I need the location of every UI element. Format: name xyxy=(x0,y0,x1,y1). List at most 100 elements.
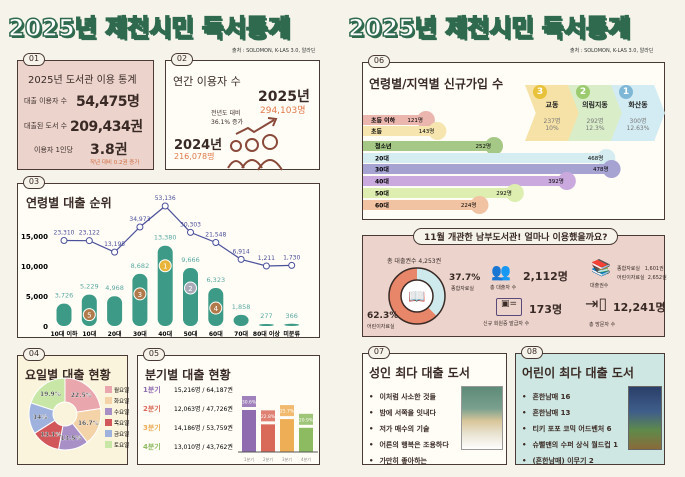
legend-label: 토요일 xyxy=(114,441,129,449)
section-badge: 03 xyxy=(23,176,45,189)
age-loans-panel: 03 연령별 대출 순위 15,000 10,000 5,000 0 3,726 10대 … xyxy=(17,176,320,338)
x-tick-label: 미분류 xyxy=(283,330,300,338)
bar-value-label: 468명 xyxy=(588,155,604,162)
donut-center xyxy=(400,279,434,313)
line-point xyxy=(136,223,144,231)
panel-title: 요일별 대출 현황 xyxy=(25,368,111,382)
region-name: 의림지동 xyxy=(582,101,608,109)
borrowers-value: 2,112명 xyxy=(523,270,568,283)
line-value-label: 23,310 xyxy=(54,229,75,236)
book-item: (흔한남매) 이무기 2 xyxy=(522,456,618,466)
legend-swatch xyxy=(105,419,112,426)
section-badge: 01 xyxy=(23,53,45,66)
panel-title: 연령별/지역별 신규가입 수 xyxy=(369,77,504,91)
bar-value-label: 292명 xyxy=(496,190,512,197)
bar-end-cap xyxy=(557,172,576,190)
legend-label: 월요일 xyxy=(114,386,129,394)
region-pct: 12.3% xyxy=(585,125,605,132)
bar-end-cap xyxy=(428,122,447,140)
borrowers-icon: 👥 xyxy=(491,262,511,281)
y-tick-label: 5,000 xyxy=(26,293,48,301)
quarter-stats: 14,186명 / 53,759권 xyxy=(174,424,233,432)
quarter-stats: 13,010명 / 43,762권 xyxy=(174,443,233,451)
bar-value-label: 1,858 xyxy=(232,303,251,311)
adult-book-list: 이처럼 사소한 것들 밤에 서쪽을 잇내다 저가 매수의 기술 어른의 행복은 … xyxy=(369,392,449,472)
region-name: 화산동 xyxy=(628,101,648,109)
weekday-pie-chart: 22.5% 16.7% 13.5%13.1% 14% 19.9% 월요일화요일수요일목요일… xyxy=(28,377,129,451)
pie-label: 22.5% xyxy=(71,392,92,399)
adult-top-books-panel: 07 성인 최다 대출 도서 이처럼 사소한 것들 밤에 서쪽을 잇내다 저가 … xyxy=(362,346,507,465)
line-value-label: 6,914 xyxy=(233,248,250,255)
line-point xyxy=(161,202,169,210)
panel-title: 11월 개관한 남부도서관! 얼마나 이용했을까요? xyxy=(413,228,619,245)
rank-number: 2 xyxy=(188,285,192,293)
bar xyxy=(299,427,313,452)
rank-badge: 3 xyxy=(533,85,547,99)
weekday-loans-panel: 04 요일별 대출 현황 22.5% 16.7% 13.5% 13.1% 14% 19.9… xyxy=(17,348,129,465)
x-tick-label: 40대 xyxy=(158,330,172,338)
books-value: 209,434권 xyxy=(70,119,143,135)
pie-label: 19.9% xyxy=(40,391,61,398)
bar xyxy=(258,324,274,326)
section-badge: 05 xyxy=(143,348,165,361)
donut-slice xyxy=(417,268,445,317)
panel-title: 분기별 대출 현황 xyxy=(145,368,231,382)
bar xyxy=(284,323,300,326)
pie-label: 13.1% xyxy=(41,432,62,439)
quarter-label: 3분기 xyxy=(143,423,161,432)
bar xyxy=(183,268,198,326)
x-tick-label: 3분기 xyxy=(282,456,292,462)
line-point xyxy=(85,237,93,245)
bar-end-cap xyxy=(416,111,435,129)
line-point xyxy=(60,236,68,244)
region-count: 292명 xyxy=(586,118,604,125)
member-card-icon: ▣= xyxy=(496,298,522,316)
line-value-label: 1,211 xyxy=(258,255,275,262)
x-tick-label: 10대 xyxy=(82,330,96,338)
y-tick-label: 0 xyxy=(43,323,48,331)
bar-label-box xyxy=(261,410,275,422)
bar xyxy=(363,115,426,125)
section-badge: 08 xyxy=(521,346,543,359)
legend-swatch xyxy=(105,408,112,415)
book-item: 이처럼 사소한 것들 xyxy=(369,392,449,402)
line-series xyxy=(63,205,292,267)
quarter-label: 2분기 xyxy=(143,404,161,413)
annual-users-panel: 02 연간 이용자 수 2025년 294,103명 전년도 대비 36.1% … xyxy=(165,53,320,171)
visitors-value: 12,241명 xyxy=(613,301,666,314)
bar-label-box xyxy=(299,413,313,425)
year-2025: 2025년 xyxy=(258,89,310,105)
pie-slice xyxy=(30,377,66,411)
legend-label: 금요일 xyxy=(114,430,129,438)
library-usage-panel: 01 2025년 도서관 이용 통계 대출 이용자 수 54,475명 대출된 … xyxy=(17,53,154,170)
door-enter-icon: ⇥▯ xyxy=(585,294,608,313)
bar-value-label: 224명 xyxy=(461,202,477,209)
panel-title: 성인 최다 대출 도서 xyxy=(369,366,470,380)
section-badge: 06 xyxy=(368,55,390,68)
donut-outline xyxy=(388,267,446,325)
x-tick-label: 30대 xyxy=(133,330,147,338)
users-2025: 294,103명 xyxy=(260,106,306,116)
y-category-label: 40대 xyxy=(375,178,389,186)
y-category-label: 20대 xyxy=(375,155,389,163)
y-tick-label: 10,000 xyxy=(21,263,48,271)
section-badge: 07 xyxy=(368,346,390,359)
rank-badge: 1 xyxy=(619,85,633,99)
source-note-right: 출처 : SOLOMON, K-LAS 3.0, 알라딘 xyxy=(570,48,654,54)
bar-end-cap xyxy=(485,137,504,155)
loans-label: 대출권수 xyxy=(590,283,609,289)
age-loans-chart: 15,000 10,000 5,000 0 3,726 10대 이하 5,229 10대 5 4,… xyxy=(21,195,300,338)
region-count: 237명 xyxy=(543,118,561,125)
legend-label: 목요일 xyxy=(114,419,129,427)
new-members-label: 신규 회원증 발급자 수 xyxy=(483,321,530,327)
adult-book-cover xyxy=(461,386,503,450)
bar-value-label: 252명 xyxy=(475,143,491,150)
section-badge: 02 xyxy=(171,53,193,66)
book-item: 흔한남매 16 xyxy=(522,392,618,402)
per-user-value: 3.8권 xyxy=(90,142,128,158)
rank-medal-icon xyxy=(82,308,96,322)
children-pct: 62.3% xyxy=(367,311,399,321)
bar xyxy=(363,126,438,136)
page-title: 2025년 제천시민 독서통계 xyxy=(7,13,291,43)
bar-value-label: 9,666 xyxy=(181,256,200,264)
